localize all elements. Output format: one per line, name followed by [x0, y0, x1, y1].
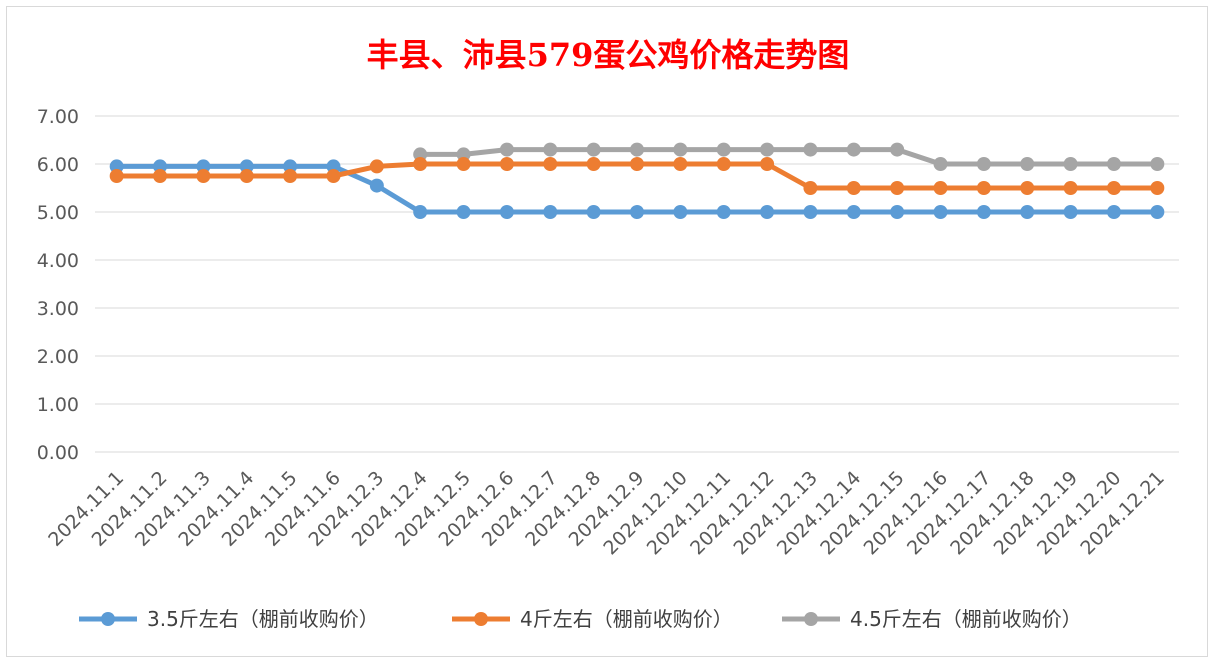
legend-item: 3.5斤左右（棚前收购价） — [79, 607, 379, 631]
legend-label: 3.5斤左右（棚前收购价） — [147, 607, 379, 631]
data-point — [890, 205, 905, 219]
series-2 — [109, 157, 1165, 195]
data-point — [109, 169, 124, 183]
data-point — [1063, 205, 1078, 219]
legend: 3.5斤左右（棚前收购价） 4斤左右（棚前收购价） 4.5斤左右（棚前收购价） — [79, 607, 1082, 631]
y-tick-label: 3.00 — [37, 298, 79, 320]
data-point — [1063, 157, 1078, 171]
data-point — [1020, 157, 1035, 171]
data-point — [413, 157, 428, 171]
data-point — [1020, 181, 1035, 195]
y-tick-label: 1.00 — [37, 394, 79, 416]
data-point — [630, 142, 644, 157]
data-point — [933, 157, 948, 171]
series-3 — [413, 142, 1165, 171]
data-point — [586, 205, 601, 219]
legend-swatch-marker — [804, 612, 818, 626]
data-point — [456, 205, 471, 219]
data-point — [456, 157, 471, 171]
data-point — [1106, 157, 1121, 171]
y-tick-label: 0.00 — [37, 442, 79, 464]
y-tick-label: 7.00 — [37, 106, 79, 128]
y-tick-label: 5.00 — [37, 202, 79, 224]
data-point — [760, 205, 775, 219]
data-point — [846, 142, 861, 157]
data-point — [196, 159, 211, 174]
y-tick-label: 2.00 — [37, 346, 79, 368]
data-point — [673, 142, 688, 157]
x-axis-ticks: 2024.11.12024.11.22024.11.32024.11.42024… — [44, 467, 1169, 559]
legend-item: 4斤左右（棚前收购价） — [452, 607, 733, 631]
y-tick-label: 6.00 — [37, 154, 79, 176]
data-point — [933, 205, 948, 219]
data-point — [760, 142, 775, 157]
y-tick-label: 4.00 — [37, 250, 79, 272]
data-point — [803, 181, 818, 195]
data-point — [543, 157, 558, 171]
data-point — [153, 169, 168, 183]
data-point — [1150, 157, 1165, 171]
data-point — [283, 169, 298, 183]
data-point — [846, 205, 861, 219]
data-point — [1063, 181, 1078, 195]
data-point — [543, 142, 558, 157]
data-point — [196, 169, 211, 183]
data-point — [499, 205, 514, 219]
data-point — [326, 169, 341, 183]
data-point — [760, 157, 775, 171]
data-point — [456, 147, 471, 162]
data-point — [1020, 205, 1035, 219]
data-point — [976, 181, 991, 195]
data-point — [716, 157, 731, 171]
data-point — [716, 142, 731, 157]
data-point — [630, 157, 644, 171]
y-axis-ticks: 0.00 1.00 2.00 3.00 4.00 5.00 6.00 7.00 — [37, 106, 79, 464]
data-point — [239, 159, 254, 174]
data-point — [630, 205, 644, 219]
data-point — [283, 159, 298, 174]
data-point — [976, 205, 991, 219]
data-point — [499, 142, 514, 157]
data-point — [673, 157, 688, 171]
chart-title: 丰县、沛县579蛋公鸡价格走势图 — [367, 36, 850, 74]
data-point — [109, 159, 124, 174]
data-point — [153, 159, 168, 174]
data-point — [413, 147, 428, 162]
data-point — [586, 142, 601, 157]
data-point — [803, 205, 818, 219]
data-point — [586, 157, 601, 171]
legend-swatch-marker — [101, 612, 115, 626]
legend-label: 4斤左右（棚前收购价） — [520, 607, 733, 631]
data-point — [933, 181, 948, 195]
data-point — [369, 159, 384, 174]
data-point — [1150, 181, 1165, 195]
data-point — [413, 205, 428, 219]
data-point — [890, 181, 905, 195]
legend-label: 4.5斤左右（棚前收购价） — [850, 607, 1082, 631]
data-point — [239, 169, 254, 183]
data-point — [673, 205, 688, 219]
chart-frame: 丰县、沛县579蛋公鸡价格走势图 0.00 1.00 2.00 3.00 4.00 5.0… — [6, 6, 1208, 657]
data-point — [716, 205, 731, 219]
data-point — [369, 178, 384, 193]
data-point — [890, 142, 905, 157]
legend-swatch-marker — [474, 612, 488, 626]
series-line — [417, 147, 1160, 167]
data-point — [976, 157, 991, 171]
data-point — [1150, 205, 1165, 219]
data-point — [543, 205, 558, 219]
data-point — [1106, 181, 1121, 195]
series-1 — [109, 159, 1165, 219]
legend-item: 4.5斤左右（棚前收购价） — [782, 607, 1082, 631]
data-point — [803, 142, 818, 157]
data-point — [326, 159, 341, 174]
data-point — [1106, 205, 1121, 219]
line-chart: 丰县、沛县579蛋公鸡价格走势图 0.00 1.00 2.00 3.00 4.00 5.0… — [37, 36, 1179, 631]
data-point — [846, 181, 861, 195]
series-layer — [109, 142, 1165, 219]
data-point — [499, 157, 514, 171]
